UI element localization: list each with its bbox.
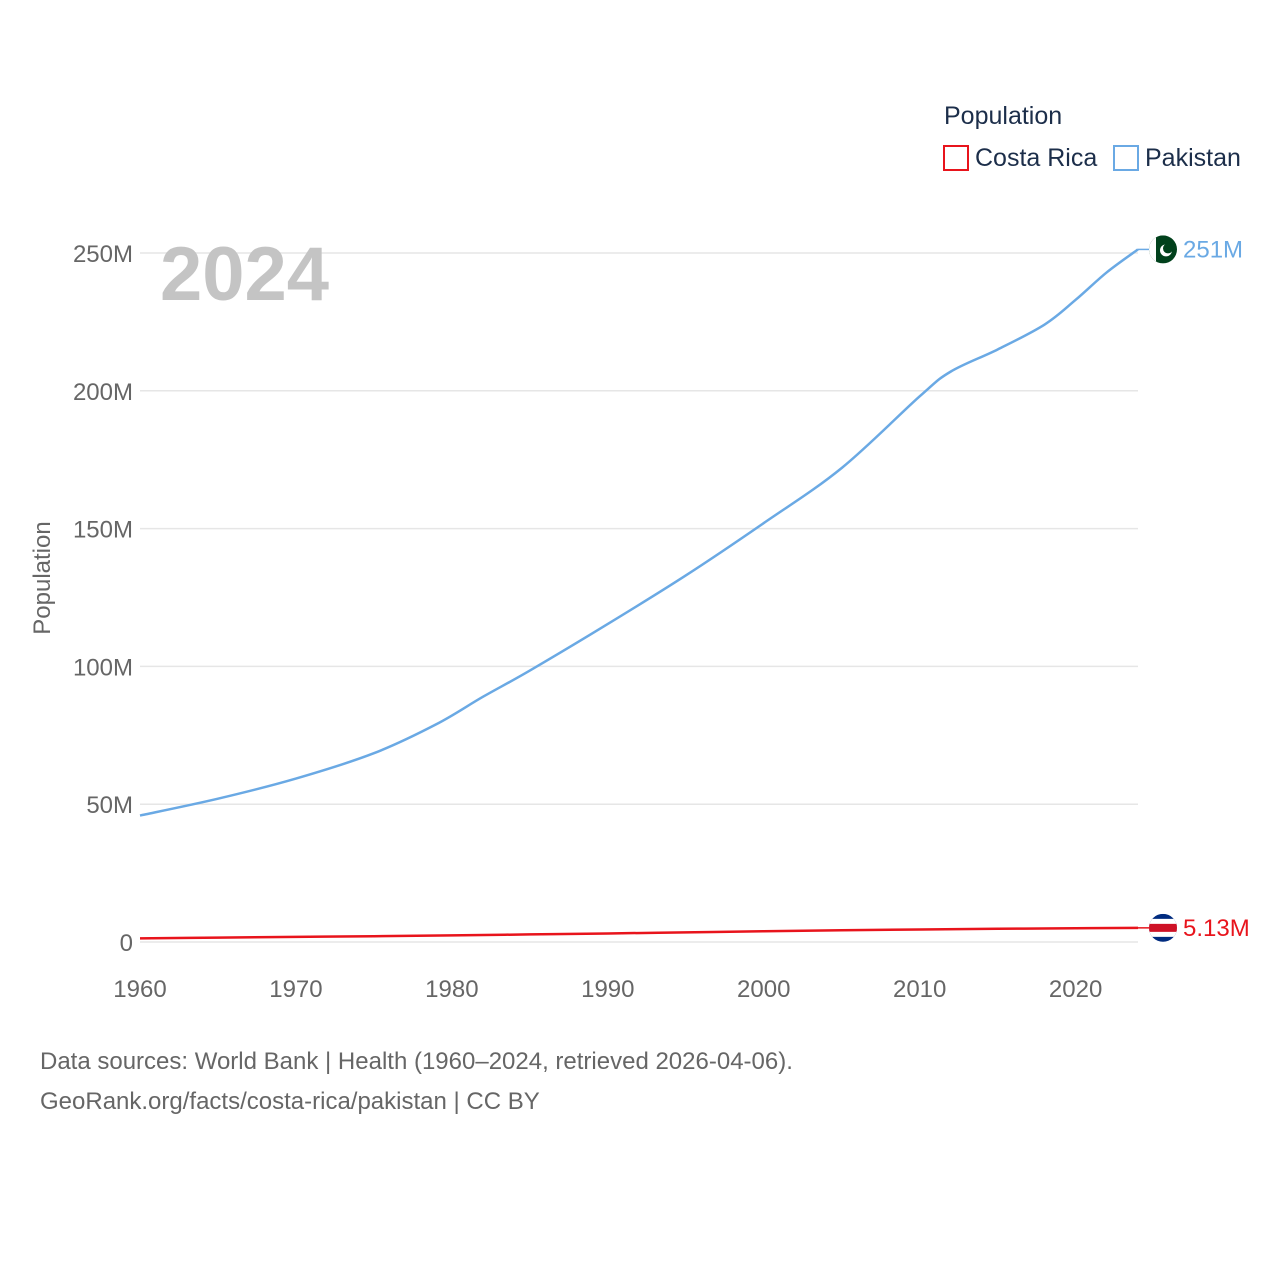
x-tick-label: 1960 [113,976,166,1003]
series-line-pakistan[interactable] [139,248,1139,817]
y-tick-label: 0 [120,930,133,957]
legend-title: Population [944,102,1062,130]
x-axis-ticks: 1960 1970 1980 1990 2000 2010 2020 [113,976,1102,1003]
y-tick-label: 100M [73,654,133,681]
legend-item-costa-rica[interactable]: Costa Rica [943,144,1097,172]
legend: Population Costa Rica Pakistan [943,102,1241,172]
year-label: 2024 [160,232,329,317]
population-line-chart: 0 50M 100M 150M 200M 250M 1960 1970 1980 1990 200… [29,102,1250,1003]
x-tick-label: 2010 [893,976,946,1003]
y-tick-label: 250M [73,241,133,268]
costa-rica-flag-icon [1149,913,1177,942]
y-axis-ticks: 0 50M 100M 150M 200M 250M [73,241,133,957]
x-tick-label: 2000 [737,976,790,1003]
series-lines [139,248,1139,940]
y-tick-label: 200M [73,379,133,406]
end-value-label-costa-rica: 5.13M [1183,915,1250,942]
x-tick-label: 1970 [269,976,322,1003]
y-tick-label: 150M [73,517,133,544]
pakistan-flag-icon [1149,235,1177,264]
footer-attribution-line: GeoRank.org/facts/costa-rica/pakistan | … [40,1088,540,1115]
legend-label-costa-rica: Costa Rica [975,144,1097,172]
x-tick-label: 2020 [1049,976,1102,1003]
x-tick-label: 1990 [581,976,634,1003]
legend-item-pakistan[interactable]: Pakistan [1113,144,1241,172]
y-tick-label: 50M [86,792,133,819]
series-end-labels: 5.13M 251M [1138,235,1250,942]
legend-swatch-pakistan [1113,145,1139,171]
end-value-label-pakistan: 251M [1183,236,1243,263]
data-source-footer: Data sources: World Bank | Health (1960–… [40,1042,793,1122]
legend-swatch-costa-rica [943,145,969,171]
x-tick-label: 1980 [425,976,478,1003]
legend-label-pakistan: Pakistan [1145,144,1241,172]
y-axis-label: Population [29,521,56,634]
footer-source-line: Data sources: World Bank | Health (1960–… [40,1048,793,1075]
grid-lines [140,252,1138,943]
series-line-costa-rica[interactable] [139,926,1139,940]
